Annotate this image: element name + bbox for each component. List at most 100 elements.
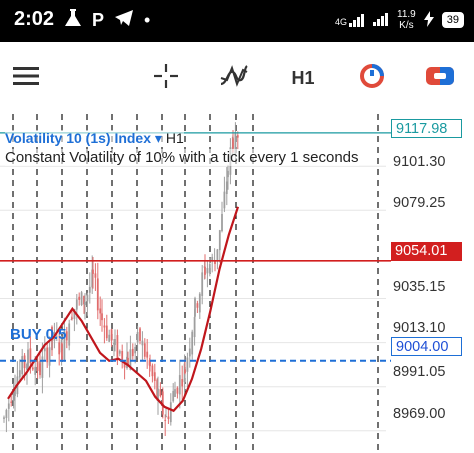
candle-body xyxy=(201,272,204,296)
candle-body xyxy=(116,335,119,359)
candle-body xyxy=(141,340,144,346)
candle-body xyxy=(208,264,211,273)
candle-body xyxy=(75,299,78,310)
candle-body xyxy=(65,331,68,341)
candle-body xyxy=(164,419,167,421)
indicators-button[interactable] xyxy=(218,62,250,94)
candle-body xyxy=(129,349,132,370)
candle-body xyxy=(63,331,66,360)
candle-body xyxy=(149,360,151,367)
candle-body xyxy=(167,416,170,420)
crosshair-button[interactable] xyxy=(150,62,182,94)
symbol-header[interactable]: Volatility 10 (1s) Index ▾ H1 xyxy=(5,130,184,147)
candle-body xyxy=(153,372,156,381)
symbol-dropdown-icon[interactable]: ▾ xyxy=(154,130,162,146)
candle-body xyxy=(211,256,214,261)
price-chart[interactable]: Volatility 10 (1s) Index ▾ H1 Constant V… xyxy=(0,114,474,453)
candle-body xyxy=(139,328,141,341)
buy-order-label[interactable]: BUY 0.5 xyxy=(10,326,67,343)
menu-button[interactable] xyxy=(10,62,42,94)
candle-body xyxy=(91,269,94,288)
candle-body xyxy=(29,348,32,364)
candle-body xyxy=(134,346,137,354)
telegram-icon xyxy=(114,9,134,32)
buy-order-price-tag[interactable]: 9004.00 xyxy=(391,337,462,356)
candle-body xyxy=(234,132,237,155)
candle-body xyxy=(46,347,49,363)
candle-body xyxy=(176,387,179,394)
candle-body xyxy=(143,343,146,357)
candle-body xyxy=(172,390,175,402)
candle-body xyxy=(123,362,126,368)
candle-body xyxy=(169,402,172,423)
candle-body xyxy=(193,317,196,338)
candle-body xyxy=(41,356,44,378)
chart-canvas[interactable] xyxy=(0,114,474,453)
chart-type-button[interactable] xyxy=(356,62,388,94)
candle-body xyxy=(18,370,21,378)
candle-body xyxy=(12,392,15,401)
candle-body xyxy=(14,389,16,396)
candle-body xyxy=(80,292,83,305)
candle-body xyxy=(7,403,10,409)
bolt-icon xyxy=(423,10,434,30)
trade-button[interactable] xyxy=(424,62,456,94)
candle-body xyxy=(88,286,91,293)
timeframe-button[interactable]: H1 xyxy=(291,67,315,88)
candle-body xyxy=(58,342,61,355)
candle-body xyxy=(221,213,223,232)
candle-body xyxy=(10,401,13,403)
candle-body xyxy=(101,313,103,321)
candle-body xyxy=(61,343,63,360)
candle-body xyxy=(204,266,206,275)
candle-body xyxy=(118,350,121,354)
candle-body xyxy=(114,339,116,346)
candle-body xyxy=(34,366,37,375)
candle-body xyxy=(236,135,239,138)
candle-body xyxy=(198,293,201,313)
chart-type-icon xyxy=(358,62,386,95)
candle-body xyxy=(105,325,108,339)
network-speed-value: 11.9 xyxy=(397,9,416,20)
network-type-label: 4G xyxy=(335,17,348,27)
price-scale-label: 8969.00 xyxy=(393,406,446,422)
candle-body xyxy=(92,269,94,274)
candle-body xyxy=(23,355,26,369)
candle-body xyxy=(174,389,176,397)
candle-body xyxy=(84,301,86,305)
price-scale-label: 9101.30 xyxy=(393,154,446,170)
network-speed: 11.9 K/s xyxy=(397,9,416,31)
candle-body xyxy=(71,317,73,319)
candle-body xyxy=(196,303,199,308)
candle-body xyxy=(227,170,229,178)
candle-body xyxy=(26,363,28,370)
level-price-tag[interactable]: 9054.01 xyxy=(391,242,462,261)
chart-toolbar: H1 xyxy=(0,42,474,114)
candle-body xyxy=(191,331,194,355)
bid-price-tag: 9117.98 xyxy=(391,119,462,138)
signal-4g-icon: 4G xyxy=(335,13,365,27)
trade-icon xyxy=(425,64,455,93)
candle-body xyxy=(108,334,111,342)
candle-body xyxy=(216,249,219,262)
candle-body xyxy=(55,336,58,338)
candle-body xyxy=(110,329,113,341)
candle-body xyxy=(68,323,71,346)
candle-body xyxy=(136,332,139,343)
symbol-description: Constant Volatility of 10% with a tick e… xyxy=(5,149,359,166)
status-notification-icons: P • xyxy=(64,6,150,34)
candle-body xyxy=(96,278,99,311)
candle-body xyxy=(232,138,234,149)
candle-body xyxy=(131,348,134,357)
candle-body xyxy=(218,230,221,251)
candle-body xyxy=(48,347,51,366)
price-scale-label: 9079.25 xyxy=(393,195,446,211)
candle-body xyxy=(83,296,85,305)
candle-body xyxy=(194,298,196,317)
candle-body xyxy=(86,294,89,302)
candle-body xyxy=(121,351,124,361)
candle-body xyxy=(151,365,154,377)
candle-body xyxy=(36,361,39,372)
symbol-name[interactable]: Volatility 10 (1s) Index xyxy=(5,130,152,146)
candle-body xyxy=(31,367,34,370)
